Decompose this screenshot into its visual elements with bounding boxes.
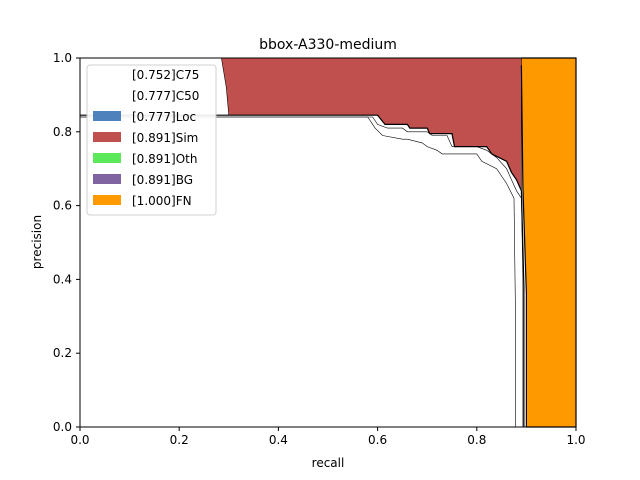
y-tick-label: 0.2 bbox=[53, 346, 72, 360]
line-0-891-sim bbox=[221, 57, 522, 191]
y-tick-label: 0.6 bbox=[53, 199, 72, 213]
y-tick-label: 1.0 bbox=[53, 51, 72, 65]
legend-swatch-0-752-c75 bbox=[93, 69, 121, 79]
legend-label-0-891-sim: [0.891]Sim bbox=[132, 131, 198, 145]
legend-label-0-891-oth: [0.891]Oth bbox=[132, 152, 197, 166]
legend-label-0-752-c75: [0.752]C75 bbox=[132, 68, 199, 82]
y-tick-label: 0.4 bbox=[53, 272, 72, 286]
x-tick-label: 1.0 bbox=[566, 433, 585, 447]
legend-swatch-0-777-loc bbox=[93, 111, 121, 121]
x-tick-label: 0.2 bbox=[170, 433, 189, 447]
x-tick-label: 0.0 bbox=[70, 433, 89, 447]
line-0-752-c75 bbox=[80, 116, 516, 427]
area-0-891-sim bbox=[221, 58, 522, 191]
legend-swatch-0-891-sim bbox=[93, 132, 121, 142]
y-tick-label: 0.0 bbox=[53, 420, 72, 434]
legend-swatch-0-891-bg bbox=[93, 174, 121, 184]
x-tick-label: 0.8 bbox=[467, 433, 486, 447]
legend-swatch-0-777-c50 bbox=[93, 90, 121, 100]
legend-swatch-0-891-oth bbox=[93, 153, 121, 163]
plot-frame bbox=[79, 57, 577, 428]
legend-label-1-000-fn: [1.000]FN bbox=[132, 194, 192, 208]
y-axis-label: precision bbox=[30, 215, 44, 269]
x-tick-label: 0.4 bbox=[269, 433, 288, 447]
legend-label-0-777-loc: [0.777]Loc bbox=[132, 110, 196, 124]
legend-swatch-1-000-fn bbox=[93, 195, 121, 205]
area-1-000-fn bbox=[521, 58, 576, 427]
x-axis-label: recall bbox=[312, 456, 345, 470]
chart-areas bbox=[221, 58, 576, 427]
chart-title: bbox-A330-medium bbox=[259, 37, 397, 53]
x-tick-label: 0.6 bbox=[368, 433, 387, 447]
legend: [0.752]C75 [0.777]C50 [0.777]Loc [0.891]Sim… bbox=[86, 64, 217, 216]
x-axis-ticks: 0.0 0.2 0.4 0.6 0.8 1.0 bbox=[70, 427, 586, 447]
line-0-777-c50 bbox=[80, 116, 524, 427]
y-axis-ticks: 0.0 0.2 0.4 0.6 0.8 1.0 bbox=[53, 51, 80, 434]
legend-label-0-891-bg: [0.891]BG bbox=[132, 173, 193, 187]
y-tick-label: 0.8 bbox=[53, 125, 72, 139]
legend-label-0-777-c50: [0.777]C50 bbox=[132, 89, 199, 103]
